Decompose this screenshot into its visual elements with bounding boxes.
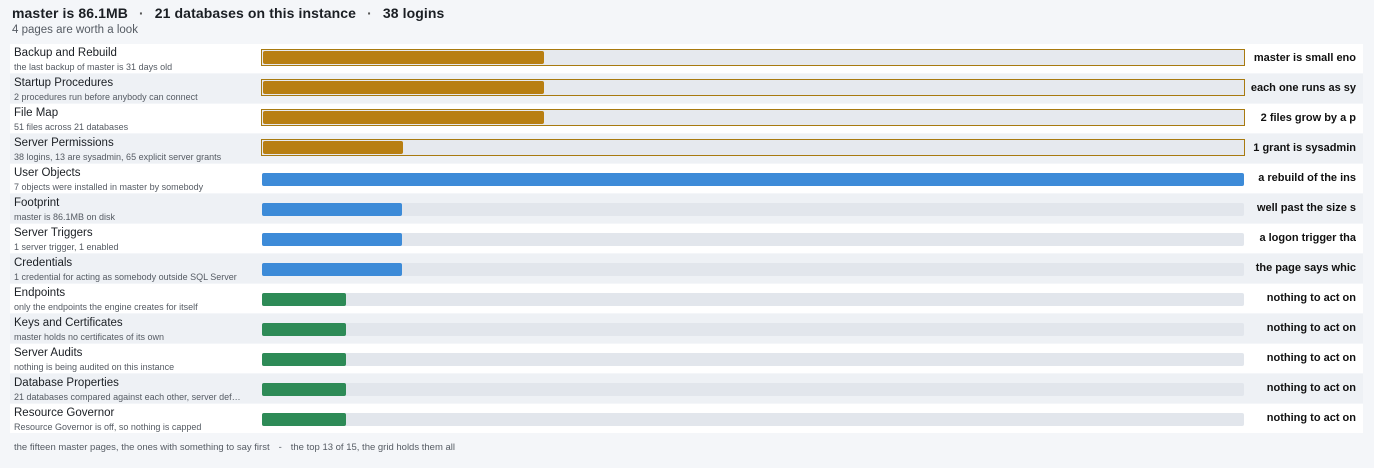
page-description: 1 server trigger, 1 enabled [14,242,119,252]
page-verdict: nothing to act on [1266,322,1356,334]
score-bar-fill [262,383,346,396]
page-description: Resource Governor is off, so nothing is … [14,422,202,432]
score-bar-track [262,293,1244,306]
page-description: nothing is being audited on this instanc… [14,362,175,372]
page-list: Backup and Rebuild the last backup of mas… [10,44,1363,434]
score-bar-track [262,263,1244,276]
page-verdict: a rebuild of the ins [1258,172,1356,184]
score-bar [261,289,1245,306]
score-bar-fill [262,293,346,306]
page-name[interactable]: Keys and Certificates [14,317,123,329]
score-bar-fill [262,413,346,426]
page-name[interactable]: Footprint [14,197,60,209]
score-bar [261,379,1245,396]
list-item[interactable]: Server Permissions 38 logins, 13 are sysa… [10,134,1363,163]
footer-right-text: the top 13 of 15, the grid holds them al… [290,442,455,453]
list-item[interactable]: Database Properties 21 databases compared… [10,374,1363,403]
score-bar-fill [263,81,544,94]
score-bar-track [262,203,1244,216]
page-name[interactable]: Startup Procedures [14,77,114,89]
page-title: master is 86.1MB · 21 databases on this in… [12,5,444,21]
page-subtitle: 4 pages are worth a look [12,24,138,36]
title-separator: · [367,5,372,21]
page-name[interactable]: Endpoints [14,287,66,299]
list-item[interactable]: File Map 51 files across 21 databases 2 fi… [10,104,1363,133]
list-item[interactable]: Endpoints only the endpoints the engine c… [10,284,1363,313]
score-bar [261,49,1245,66]
master-size-stat: master is 86.1MB [12,5,128,21]
score-bar-fill [262,353,346,366]
list-item[interactable]: Server Audits nothing is being audited on… [10,344,1363,373]
footer-dash: - [278,442,282,453]
page-description: only the endpoints the engine creates fo… [14,302,198,312]
page-verdict: well past the size s [1256,202,1356,214]
score-bar-fill [263,111,544,124]
list-item[interactable]: Credentials 1 credential for acting as so… [10,254,1363,283]
page-description: 2 procedures run before anybody can conn… [14,92,198,102]
page-description: 21 databases compared against each other… [14,392,242,402]
list-item[interactable]: User Objects 7 objects were installed in … [10,164,1363,193]
footer-note: the fifteen master pages, the ones with … [14,442,455,453]
score-bar-track [262,383,1244,396]
score-bar [261,229,1245,246]
list-item[interactable]: Server Triggers 1 server trigger, 1 enabl… [10,224,1363,253]
page-name[interactable]: File Map [14,107,59,119]
database-count-stat: 21 databases on this instance [154,5,357,21]
score-bar [261,409,1245,426]
score-bar-track [262,413,1244,426]
score-bar-fill [262,203,402,216]
page-description: master holds no certificates of its own [14,332,165,342]
page-description: 38 logins, 13 are sysadmin, 65 explicit … [14,152,222,162]
score-bar [261,319,1245,336]
title-separator: · [139,5,144,21]
score-bar-fill [262,233,402,246]
score-bar-fill [262,173,1244,186]
page-description: 7 objects were installed in master by so… [14,182,204,192]
page-description: 51 files across 21 databases [14,122,129,132]
page-name[interactable]: Server Audits [14,347,83,359]
list-item[interactable]: Backup and Rebuild the last backup of mas… [10,44,1363,73]
page-name[interactable]: Database Properties [14,377,119,389]
page-name[interactable]: Credentials [14,257,73,269]
footer-left-text: the fifteen master pages, the ones with … [14,442,270,453]
page-verdict: master is small eno [1253,52,1356,64]
page-verdict: nothing to act on [1266,292,1356,304]
page-verdict: 2 files grow by a p [1260,112,1356,124]
page-description: 1 credential for acting as somebody outs… [14,272,237,282]
score-bar-track [262,233,1244,246]
page-verdict: each one runs as sy [1250,82,1356,94]
page-verdict: nothing to act on [1266,352,1356,364]
summary-header: master is 86.1MB · 21 databases on this in… [12,5,444,36]
page-description: master is 86.1MB on disk [14,212,116,222]
score-bar-fill [262,323,346,336]
list-item[interactable]: Footprint master is 86.1MB on disk well pa… [10,194,1363,223]
score-bar-fill [263,141,403,154]
score-bar [261,109,1245,126]
page-name[interactable]: Backup and Rebuild [14,47,117,59]
page-name[interactable]: Server Permissions [14,137,114,149]
score-bar-track [262,323,1244,336]
page-verdict: nothing to act on [1266,382,1356,394]
page-verdict: 1 grant is sysadmin [1253,142,1356,154]
list-item[interactable]: Startup Procedures 2 procedures run befor… [10,74,1363,103]
score-bar-fill [263,51,544,64]
score-bar-track [262,353,1244,366]
score-bar [261,169,1245,186]
page-name[interactable]: Resource Governor [14,407,115,419]
score-bar-fill [262,263,402,276]
score-bar [261,349,1245,366]
score-bar [261,259,1245,276]
page-verdict: nothing to act on [1266,412,1356,424]
login-count-stat: 38 logins [382,5,445,21]
score-bar [261,139,1245,156]
list-item[interactable]: Keys and Certificates master holds no cer… [10,314,1363,343]
list-item[interactable]: Resource Governor Resource Governor is of… [10,404,1363,433]
page-description: the last backup of master is 31 days old [14,62,173,72]
page-name[interactable]: User Objects [14,167,81,179]
score-bar [261,199,1245,216]
page-verdict: a logon trigger tha [1259,232,1356,244]
page-verdict: the page says whic [1255,262,1356,274]
page-name[interactable]: Server Triggers [14,227,93,239]
score-bar [261,79,1245,96]
